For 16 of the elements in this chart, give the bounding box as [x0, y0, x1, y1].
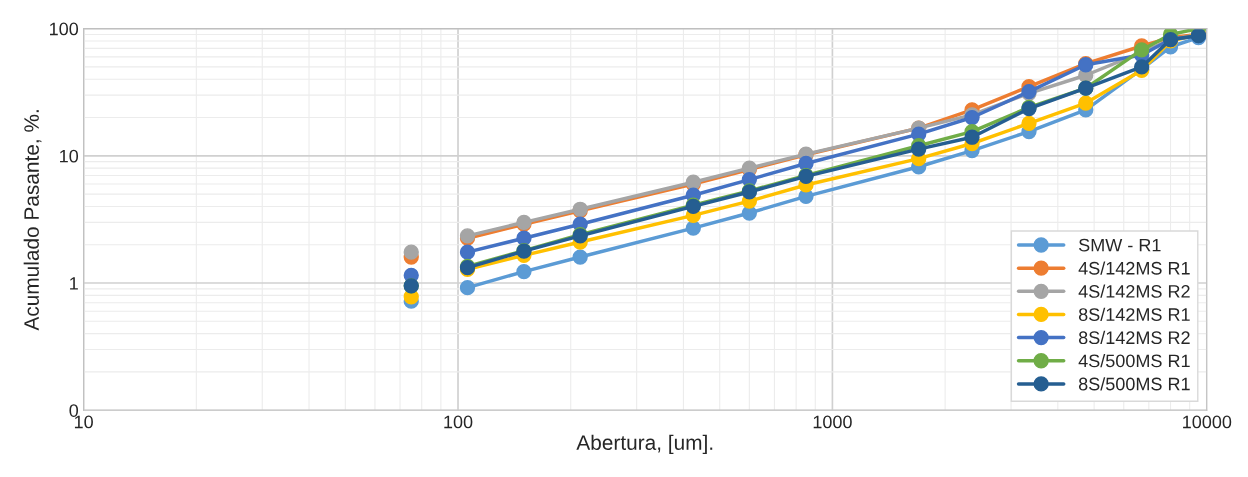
legend-label: 4S/500MS R1 [1078, 353, 1190, 368]
x-axis-title: Abertura, [um]. [576, 434, 713, 455]
legend-label: 8S/142MS R1 [1078, 307, 1190, 321]
legend-label: 4S/142MS R1 [1078, 261, 1190, 275]
legend-label: SMW - R1 [1078, 238, 1161, 252]
x-tick-label: 10000 [1183, 415, 1232, 429]
x-tick-label: 1000 [813, 415, 852, 429]
legend-label: 8S/500MS R1 [1078, 377, 1190, 391]
legend-label: 4S/142MS R2 [1078, 284, 1190, 298]
y-tick-label: 100 [50, 22, 79, 36]
y-tick-label: 10 [60, 149, 79, 163]
y-tick-label: 1 [70, 277, 78, 290]
legend-label: 8S/142MS R2 [1078, 330, 1190, 345]
y-axis-title: Acumulado Pasante, %. [23, 110, 42, 331]
x-tick-label: 100 [444, 415, 473, 429]
y-tick-label: 0 [69, 404, 79, 417]
